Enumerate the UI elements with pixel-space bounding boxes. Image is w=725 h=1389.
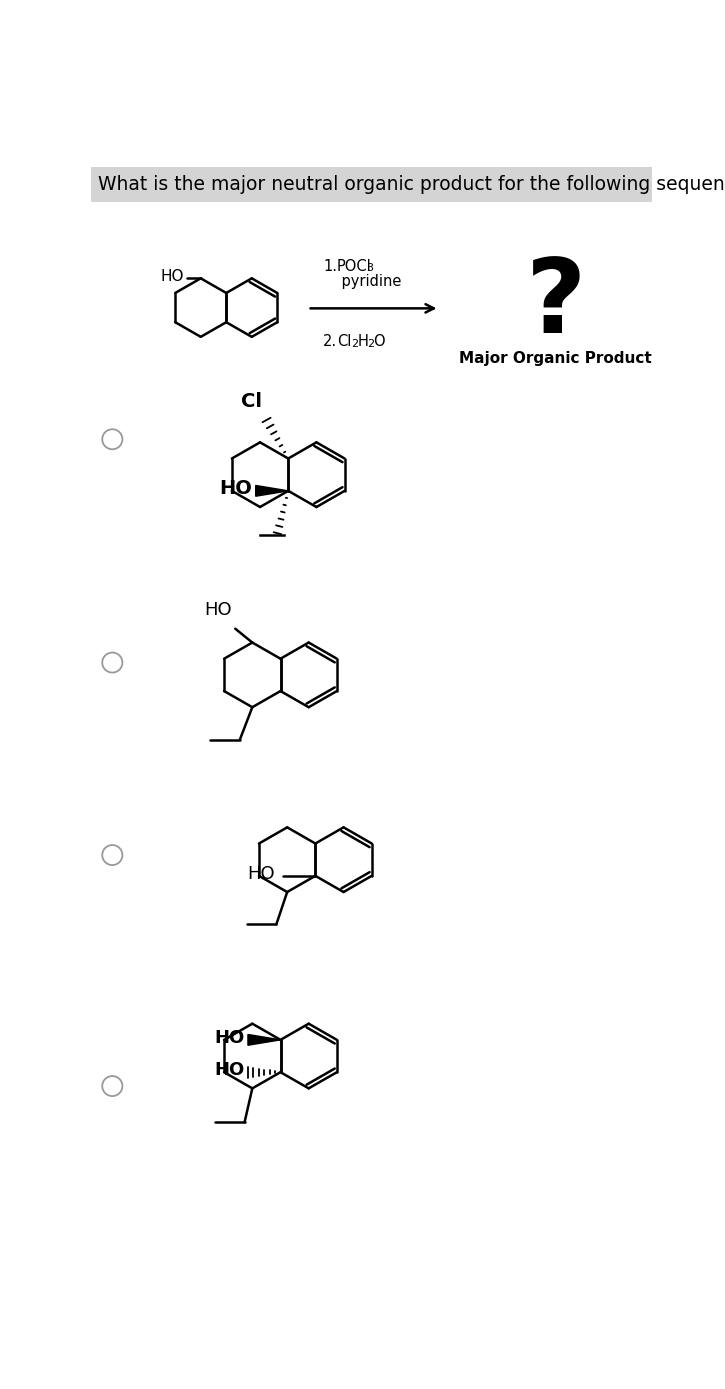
Text: 1.: 1. xyxy=(323,258,337,274)
Text: Cl: Cl xyxy=(241,392,262,411)
Text: HO: HO xyxy=(247,864,275,882)
Text: POCl: POCl xyxy=(337,258,372,274)
Text: HO: HO xyxy=(160,269,183,285)
Polygon shape xyxy=(256,486,289,496)
Text: HO: HO xyxy=(220,479,252,499)
Text: HO: HO xyxy=(215,1028,245,1046)
Text: Cl: Cl xyxy=(337,333,352,349)
Text: pyridine: pyridine xyxy=(323,274,402,289)
Text: 2: 2 xyxy=(368,339,374,349)
Text: ?: ? xyxy=(526,254,586,356)
Text: H: H xyxy=(357,333,368,349)
Text: 3: 3 xyxy=(367,264,373,274)
Text: HO: HO xyxy=(204,601,232,619)
Polygon shape xyxy=(248,1035,281,1046)
Text: 2.: 2. xyxy=(323,333,337,349)
Text: What is the major neutral organic product for the following sequence?: What is the major neutral organic produc… xyxy=(99,175,725,194)
FancyBboxPatch shape xyxy=(91,167,652,203)
Text: 2: 2 xyxy=(351,339,358,349)
Text: O: O xyxy=(373,333,384,349)
Text: HO: HO xyxy=(215,1061,245,1079)
Text: Major Organic Product: Major Organic Product xyxy=(459,351,652,365)
